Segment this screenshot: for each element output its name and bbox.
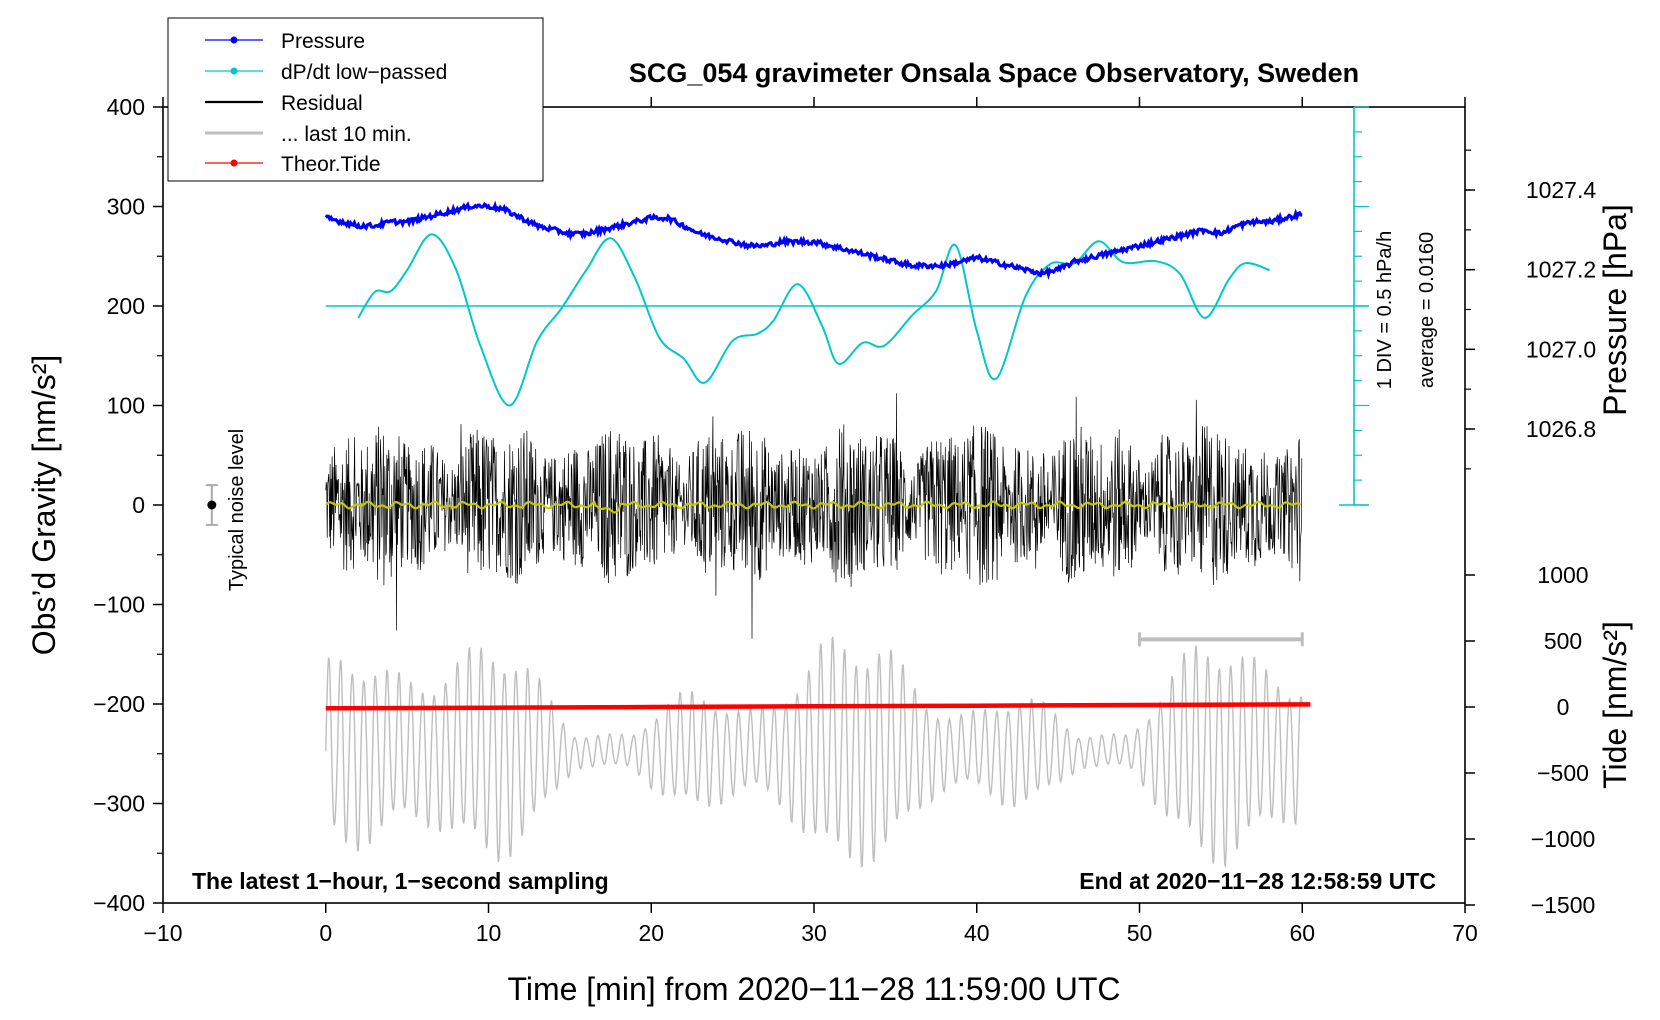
tide-tick-label: −1000 bbox=[1531, 826, 1596, 852]
pressure-tick-label: 1027.0 bbox=[1526, 336, 1596, 362]
noise-bar-dot bbox=[207, 500, 217, 510]
y-tick-label: 300 bbox=[107, 194, 145, 220]
x-tick-label: 70 bbox=[1452, 920, 1478, 946]
y-tick-label: −100 bbox=[93, 592, 145, 618]
legend-marker-tide bbox=[230, 159, 238, 167]
axis-ticks: −10 0 10 20 30 40 50 60 704003002001000−100−200−… bbox=[93, 94, 1596, 946]
legend-box bbox=[167, 17, 544, 182]
scale-average-label: average = 0.0160 bbox=[1416, 232, 1438, 388]
tide-tick-label: 500 bbox=[1544, 628, 1582, 654]
tide-axis-title: Tide [nm/s²] bbox=[1597, 621, 1633, 789]
theoretical-tide-line bbox=[325, 702, 1311, 711]
pressure-axis-title: Pressure [hPa] bbox=[1597, 204, 1633, 416]
x-tick-label: 20 bbox=[638, 920, 664, 946]
legend-label-tide: Theor.Tide bbox=[281, 153, 381, 176]
dpdt-lowpass-line bbox=[357, 233, 1271, 407]
legend-marker-pressure bbox=[230, 36, 238, 44]
tide-tick-label: −1500 bbox=[1531, 892, 1596, 918]
legend: Pressure dP/dt low−passed Residual ... l… bbox=[167, 17, 544, 182]
pressure-tick-label: 1027.4 bbox=[1526, 177, 1597, 203]
y-tick-label: 400 bbox=[107, 94, 145, 120]
end-time-note: End at 2020−11−28 12:58:59 UTC bbox=[1079, 868, 1436, 894]
x-tick-label: 0 bbox=[319, 920, 332, 946]
y-tick-label: −400 bbox=[93, 890, 145, 916]
legend-label-residual: Residual bbox=[281, 92, 363, 115]
y-tick-label: −300 bbox=[93, 791, 145, 817]
x-tick-label: 10 bbox=[476, 920, 502, 946]
noise-level-label: Typical noise level bbox=[226, 429, 248, 591]
pressure-tick-label: 1026.8 bbox=[1526, 416, 1596, 442]
x-tick-label: 30 bbox=[801, 920, 827, 946]
chart-title: SCG_054 gravimeter Onsala Space Observat… bbox=[629, 58, 1359, 88]
y-axis-title: Obs’d Gravity [nm/s²] bbox=[26, 355, 62, 656]
last-10-min-line bbox=[325, 636, 1303, 869]
x-axis-title: Time [min] from 2020−11−28 11:59:00 UTC bbox=[507, 971, 1120, 1007]
residual-line bbox=[325, 393, 1303, 639]
sampling-note: The latest 1−hour, 1−second sampling bbox=[192, 868, 609, 894]
legend-label-pressure: Pressure bbox=[281, 30, 365, 53]
legend-label-last10: ... last 10 min. bbox=[281, 123, 412, 146]
tide-tick-label: −500 bbox=[1537, 760, 1589, 786]
x-tick-label: 60 bbox=[1289, 920, 1315, 946]
x-tick-label: 50 bbox=[1127, 920, 1153, 946]
legend-marker-dpdt bbox=[230, 67, 238, 75]
scale-div-label: 1 DIV = 0.5 hPa/h bbox=[1374, 231, 1396, 389]
y-tick-label: −200 bbox=[93, 691, 145, 717]
y-tick-label: 0 bbox=[132, 492, 145, 518]
x-tick-label: −10 bbox=[143, 920, 182, 946]
data-series bbox=[205, 106, 1369, 869]
legend-label-dpdt: dP/dt low−passed bbox=[281, 61, 447, 84]
y-tick-label: 100 bbox=[107, 393, 145, 419]
pressure-tick-label: 1027.2 bbox=[1526, 257, 1596, 283]
x-tick-label: 40 bbox=[964, 920, 990, 946]
y-tick-label: 200 bbox=[107, 293, 145, 319]
pressure-line bbox=[324, 200, 1303, 280]
tide-tick-label: 0 bbox=[1557, 694, 1570, 720]
residual-lowpass-line bbox=[325, 500, 1302, 514]
tide-tick-label: 1000 bbox=[1537, 562, 1588, 588]
